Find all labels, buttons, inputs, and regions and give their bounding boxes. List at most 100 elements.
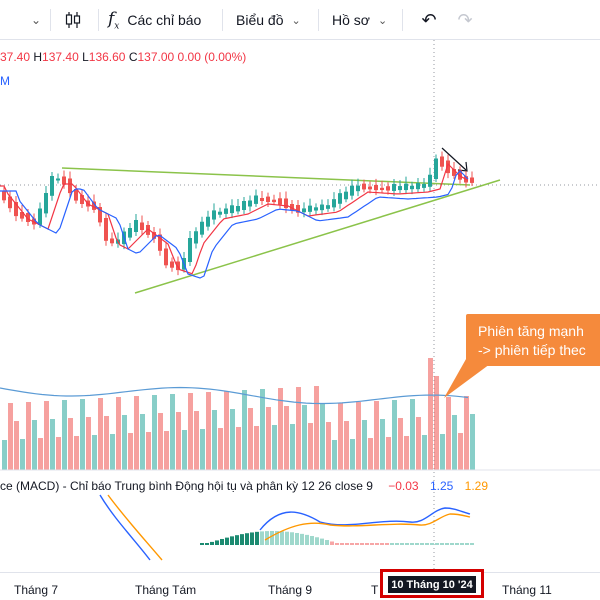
slow-moving-average-line — [0, 170, 469, 279]
candle-body — [332, 199, 336, 208]
price-chart[interactable] — [0, 40, 600, 572]
candle-body — [278, 198, 282, 205]
ohlc-legend: 37.40 H137.40 L136.60 C137.00 0.00 (0.00… — [0, 50, 246, 64]
volume-bar — [56, 437, 61, 470]
volume-bar — [224, 391, 229, 470]
candle-body — [398, 186, 402, 191]
macd-histogram-bar — [250, 532, 254, 545]
macd-histogram-bar — [435, 543, 439, 545]
candle-body — [314, 207, 318, 211]
candle-body — [260, 198, 264, 201]
volume-bar — [416, 417, 421, 470]
time-tick: Tháng Tám — [135, 583, 197, 597]
volume-bar — [254, 426, 259, 470]
candle-body — [140, 222, 144, 230]
candle-body — [206, 216, 210, 227]
candle-body — [290, 204, 294, 211]
candle-body — [158, 234, 162, 251]
candle-body — [422, 184, 426, 188]
candle-body — [170, 261, 174, 268]
volume-bar — [98, 398, 103, 470]
volume-bar — [188, 393, 193, 470]
volume-bar — [428, 358, 433, 470]
volume-bar — [200, 429, 205, 470]
candle-body — [404, 183, 408, 191]
macd-histogram-bar — [385, 543, 389, 545]
macd-histogram-bar — [450, 543, 454, 545]
volume-bar — [386, 437, 391, 470]
volume-bar — [338, 403, 343, 470]
open-value: 37.40 — [0, 50, 31, 64]
interval-chevron-down-icon[interactable]: ⌄ — [30, 13, 42, 27]
time-tick: Tháng 9 — [268, 583, 313, 597]
layout-button[interactable]: Biểu đồ ⌄ — [236, 0, 301, 40]
candle-body — [62, 176, 66, 185]
candle-body — [68, 178, 72, 194]
macd-signal-value: 1.29 — [464, 479, 489, 493]
candle-body — [344, 191, 348, 200]
macd-histogram-bar — [260, 531, 264, 545]
candle-body — [374, 184, 378, 191]
macd-histogram-bar — [410, 543, 414, 545]
volume-bar — [152, 395, 157, 470]
volume-bar — [14, 421, 19, 470]
volume-bar — [266, 407, 271, 470]
volume-bar — [230, 409, 235, 470]
candle-body — [8, 196, 12, 209]
profile-button[interactable]: Hồ sơ ⌄ — [332, 0, 387, 40]
candle-body — [254, 195, 258, 204]
candle-body — [176, 261, 180, 271]
candle-body — [296, 205, 300, 213]
indicators-button[interactable]: fx Các chỉ báo — [108, 0, 201, 40]
volume-bar — [308, 423, 313, 470]
macd-histogram-bar — [300, 533, 304, 545]
candlestick-icon[interactable] — [60, 0, 86, 40]
candle-body — [2, 191, 6, 201]
macd-histogram-bar — [375, 543, 379, 545]
time-tick: Tháng 7 — [14, 583, 59, 597]
candle-body — [14, 202, 18, 217]
volume-bar — [326, 422, 331, 470]
candle-body — [248, 200, 252, 207]
low-key: L — [82, 50, 89, 64]
time-tick: Tháng 11 — [502, 583, 552, 597]
candle-body — [38, 208, 42, 225]
candle-body — [470, 177, 474, 183]
indicators-label: Các chỉ báo — [127, 12, 202, 28]
annotation-callout: Phiên tăng mạnh -> phiên tiếp thec — [466, 314, 600, 366]
volume-bar — [410, 399, 415, 470]
candle-body — [224, 208, 228, 214]
volume-bar — [218, 428, 223, 470]
volume-bar — [32, 420, 37, 470]
volume-bar — [212, 410, 217, 470]
macd-histogram-bar — [285, 531, 289, 545]
volume-bar — [464, 396, 469, 470]
toolbar-divider — [222, 9, 223, 31]
candle-body — [146, 225, 150, 235]
volume-bar — [26, 402, 31, 470]
candle-body — [434, 158, 438, 180]
macd-histogram-bar — [255, 531, 259, 545]
volume-average-line — [0, 386, 469, 405]
time-axis[interactable]: Tháng 7 Tháng Tám Tháng 9 T Tháng 11 — [0, 572, 600, 600]
undo-icon[interactable]: ↶ — [421, 9, 437, 30]
macd-histogram-bar — [200, 543, 204, 545]
profile-label: Hồ sơ — [332, 12, 370, 28]
macd-params: 12 26 close 9 — [301, 479, 373, 493]
change-value: 0.00 (0.00%) — [177, 50, 247, 64]
candle-body — [212, 210, 216, 220]
candle-body — [446, 160, 450, 174]
candle-body — [458, 170, 462, 180]
macd-histogram-bar — [400, 543, 404, 545]
volume-bar — [38, 438, 43, 470]
volume-bar — [170, 394, 175, 470]
volume-bar — [182, 430, 187, 470]
redo-icon[interactable]: ↷ — [457, 9, 473, 30]
macd-line — [99, 494, 471, 561]
candle-body — [80, 195, 84, 204]
macd-histogram-bar — [455, 543, 459, 545]
macd-histogram-bar — [395, 543, 399, 545]
crosshair-date-label: 10 Tháng 10 '24 — [380, 569, 484, 598]
volume-bar — [164, 431, 169, 470]
arrow-annotation-line — [441, 147, 467, 171]
